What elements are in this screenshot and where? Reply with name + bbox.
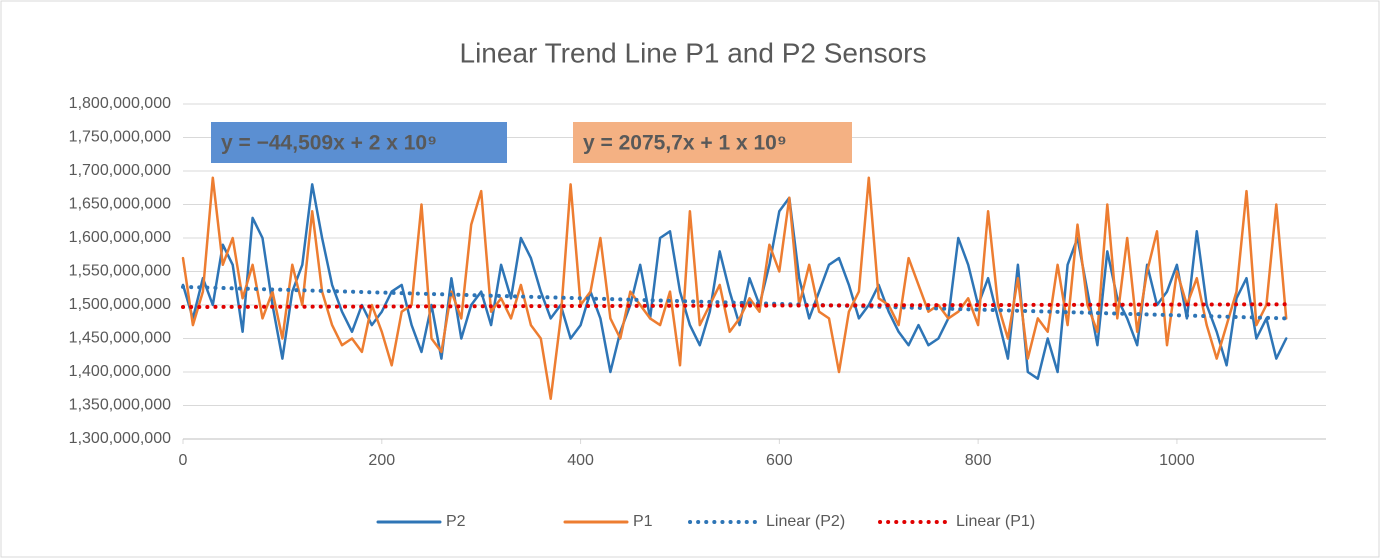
legend-label: P1: [633, 513, 653, 530]
data-line: [181, 176, 1288, 401]
y-tick-label: 1,500,000,000: [69, 296, 171, 313]
y-tick-label: 1,800,000,000: [69, 95, 171, 112]
y-tick-label: 1,700,000,000: [69, 162, 171, 179]
annotation: y = 2075,7x + 1 x 10⁹: [583, 132, 787, 155]
y-tick-label: 1,400,000,000: [69, 363, 171, 380]
x-tick-label: 0: [179, 452, 188, 469]
annotation: y = −44,509x + 2 x 10⁹: [221, 132, 437, 155]
y-tick-label: 1,300,000,000: [69, 430, 171, 447]
chart-title: Linear Trend Line P1 and P2 Sensors: [460, 37, 927, 68]
x-tick-label: 400: [567, 452, 594, 469]
annotation-box: [211, 122, 507, 163]
legend-label: P2: [446, 513, 466, 530]
data-line: [181, 183, 1288, 380]
trend-line: [181, 302, 1289, 309]
y-tick-label: 1,550,000,000: [69, 263, 171, 280]
y-tick-label: 1,350,000,000: [69, 397, 171, 414]
legend-label: Linear (P1): [956, 513, 1035, 530]
x-tick-label: 800: [965, 452, 992, 469]
x-tick-label: 1000: [1159, 452, 1195, 469]
y-tick-label: 1,450,000,000: [69, 330, 171, 347]
annotation-box: [573, 122, 852, 163]
legend-label: Linear (P2): [766, 513, 845, 530]
x-tick-label: 200: [368, 452, 395, 469]
y-tick-label: 1,600,000,000: [69, 229, 171, 246]
y-tick-label: 1,750,000,000: [69, 129, 171, 146]
y-tick-label: 1,650,000,000: [69, 196, 171, 213]
x-tick-label: 600: [766, 452, 793, 469]
trend-line: [181, 284, 1289, 321]
